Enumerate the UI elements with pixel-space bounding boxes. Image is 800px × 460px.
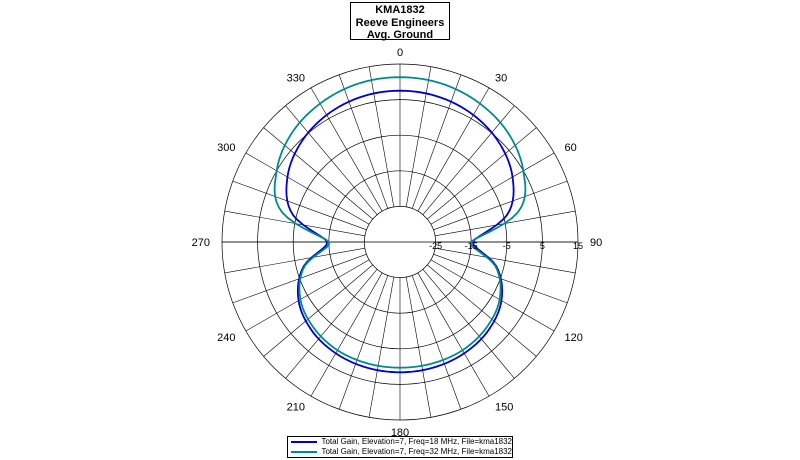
polar-grid bbox=[221, 63, 579, 421]
radial-tick-label: 15 bbox=[573, 241, 583, 251]
radial-tick-label: 5 bbox=[540, 241, 545, 251]
radial-tick-label: -5 bbox=[503, 241, 511, 251]
legend-entry-1: Total Gain, Elevation=7, Freq=32 MHz, Fi… bbox=[288, 447, 512, 457]
angle-tick-label: 120 bbox=[565, 332, 583, 344]
angle-tick-label: 0 bbox=[397, 47, 403, 59]
angle-tick-label: 150 bbox=[495, 402, 513, 414]
polar-traces bbox=[273, 76, 527, 374]
legend-label-0: Total Gain, Elevation=7, Freq=18 MHz, Fi… bbox=[321, 437, 512, 446]
radial-tick-label: -25 bbox=[429, 241, 442, 251]
chart-title-line2: Reeve Engineers bbox=[355, 16, 445, 29]
legend: Total Gain, Elevation=7, Freq=18 MHz, Fi… bbox=[287, 436, 513, 458]
chart-title-box: KMA1832 Reeve Engineers Avg. Ground bbox=[350, 2, 450, 41]
angle-tick-label: 270 bbox=[192, 237, 210, 249]
angle-tick-label: 330 bbox=[287, 72, 305, 84]
series-0-trace bbox=[285, 89, 515, 374]
angle-tick-label: 210 bbox=[287, 402, 305, 414]
angle-tick-label: 90 bbox=[590, 237, 602, 249]
angle-tick-label: 240 bbox=[217, 332, 235, 344]
chart-title-line1: KMA1832 bbox=[375, 4, 425, 16]
angle-tick-label: 300 bbox=[217, 142, 235, 154]
legend-entry-0: Total Gain, Elevation=7, Freq=18 MHz, Fi… bbox=[288, 437, 512, 447]
angle-tick-label: 60 bbox=[565, 142, 577, 154]
legend-label-1: Total Gain, Elevation=7, Freq=32 MHz, Fi… bbox=[321, 447, 512, 456]
angle-tick-label: 30 bbox=[495, 72, 507, 84]
radial-tick-label: -15 bbox=[465, 241, 478, 251]
legend-swatch-0 bbox=[291, 441, 318, 443]
chart-title-line3: Avg. Ground bbox=[366, 29, 434, 41]
series-1-trace bbox=[273, 76, 527, 369]
legend-swatch-1 bbox=[291, 451, 318, 453]
polar-labels: -25 -15 -5 5 1503060901201501802102402703003… bbox=[192, 47, 603, 439]
